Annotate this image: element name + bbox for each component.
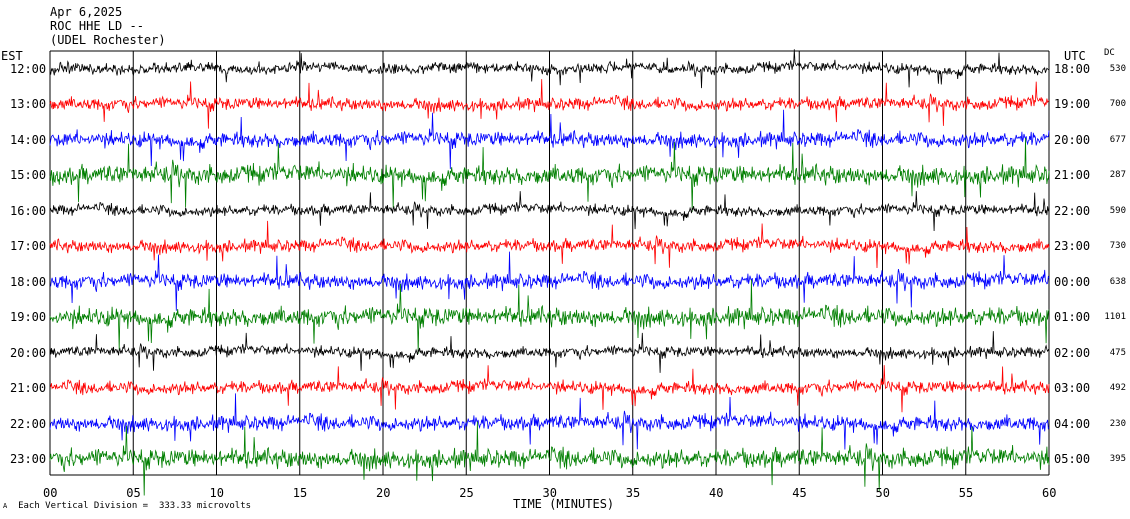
x-tick-label: 35 (625, 486, 641, 500)
x-tick-label: 25 (459, 486, 474, 500)
est-label: 17:00 (10, 239, 47, 254)
dc-column-title: DC (1104, 48, 1115, 58)
est-label: 14:00 (10, 132, 47, 147)
dc-value: 638 (1109, 276, 1126, 287)
utc-label: 23:00 (1054, 239, 1091, 254)
utc-label: 18:00 (1054, 62, 1091, 76)
est-label: 23:00 (10, 451, 47, 466)
x-tick-label: 45 (792, 486, 807, 500)
x-tick-label: 05 (126, 486, 141, 500)
utc-label: 03:00 (1054, 381, 1091, 396)
x-tick-label: 55 (958, 486, 974, 500)
dc-value: 700 (1109, 99, 1126, 110)
trace-1200 (49, 49, 1050, 89)
trace-2200 (49, 393, 1050, 450)
utc-label: 01:00 (1054, 310, 1091, 325)
trace-1300 (49, 79, 1050, 129)
trace-1800 (49, 251, 1050, 311)
trace-1900 (49, 279, 1050, 354)
trace-2000 (49, 331, 1050, 373)
date-label: Apr 6,2025 (50, 5, 123, 19)
trace-1600 (49, 191, 1050, 232)
est-label: 13:00 (10, 97, 47, 112)
utc-axis-title: UTC (1064, 49, 1086, 63)
trace-2300 (49, 421, 1050, 496)
dc-value: 590 (1109, 205, 1126, 216)
utc-label: 20:00 (1054, 132, 1091, 147)
dc-value: 395 (1109, 453, 1126, 464)
utc-label: 04:00 (1054, 416, 1091, 431)
x-tick-label: 00 (43, 486, 58, 500)
x-tick-label: 40 (709, 486, 724, 500)
est-label: 15:00 (10, 168, 47, 183)
dc-value: 677 (1109, 134, 1126, 145)
utc-label: 21:00 (1054, 168, 1091, 183)
location-label: (UDEL Rochester) (50, 33, 166, 47)
est-label: 18:00 (10, 274, 47, 289)
dc-value: 492 (1109, 383, 1126, 394)
est-label: 12:00 (10, 62, 47, 76)
scale-note: Each Vertical Division = 333.33 microvol… (18, 501, 252, 511)
utc-label: 00:00 (1054, 274, 1091, 289)
footer-mark: A (3, 502, 8, 510)
dc-value: 1101 (1104, 312, 1126, 323)
utc-label: 05:00 (1054, 451, 1091, 466)
dc-value: 475 (1109, 347, 1126, 358)
est-label: 20:00 (10, 345, 47, 360)
utc-label: 02:00 (1054, 345, 1091, 360)
station-label: ROC HHE LD -- (50, 19, 144, 33)
est-label: 19:00 (10, 310, 47, 325)
x-tick-label: 50 (875, 486, 890, 500)
x-tick-label: 20 (376, 486, 391, 500)
x-tick-label: 60 (1042, 486, 1057, 500)
utc-label: 22:00 (1054, 203, 1091, 218)
est-label: 22:00 (10, 416, 47, 431)
trace-1400 (49, 109, 1050, 170)
trace-1700 (49, 220, 1050, 269)
utc-label: 19:00 (1054, 97, 1091, 112)
x-tick-label: 30 (542, 486, 557, 500)
x-tick-label: 15 (292, 486, 308, 500)
x-axis-label: TIME (MINUTES) (513, 497, 615, 511)
trace-2100 (49, 365, 1050, 413)
dc-value: 730 (1109, 241, 1126, 252)
dc-value: 530 (1109, 64, 1126, 74)
scale-footer: A Each Vertical Division = 333.33 microv… (3, 501, 251, 511)
dc-value: 230 (1109, 418, 1126, 429)
est-axis-title: EST (1, 49, 23, 63)
est-label: 16:00 (10, 203, 47, 218)
x-tick-label: 10 (209, 486, 224, 500)
trace-1500 (49, 137, 1050, 212)
dc-value: 287 (1109, 170, 1126, 181)
est-label: 21:00 (10, 381, 47, 396)
